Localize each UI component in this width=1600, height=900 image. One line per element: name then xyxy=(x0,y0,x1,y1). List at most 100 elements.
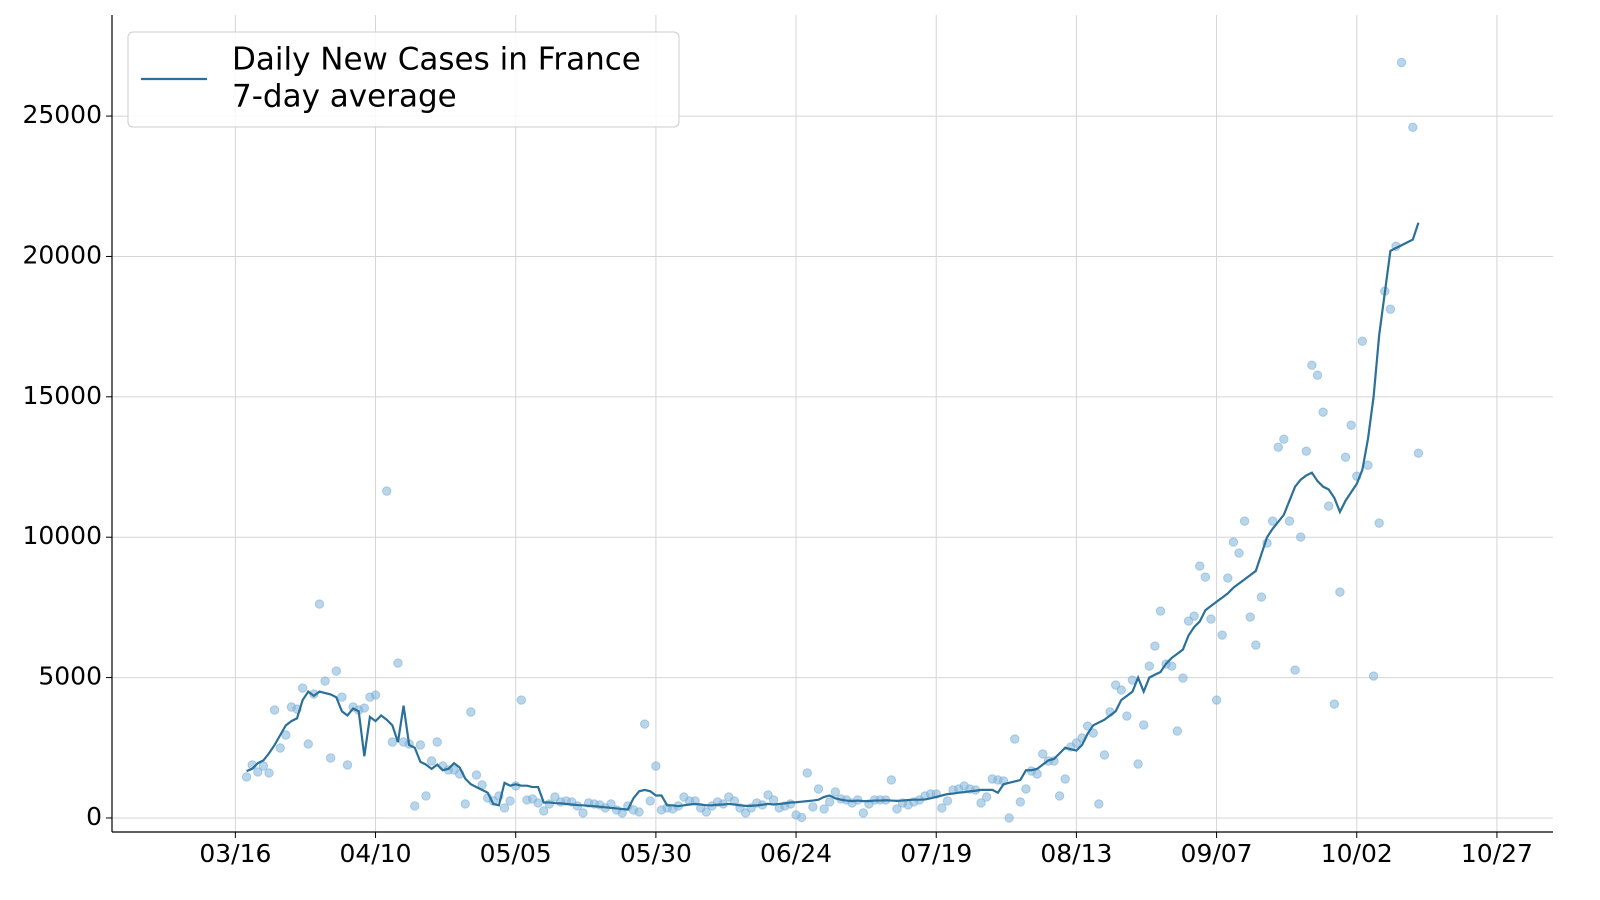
data-point xyxy=(813,784,824,794)
data-point xyxy=(314,599,325,609)
data-point xyxy=(1267,516,1278,526)
legend-label-line: 7-day average xyxy=(232,78,457,114)
x-tick-label: 10/27 xyxy=(1461,839,1533,868)
data-point xyxy=(1217,630,1227,640)
data-point xyxy=(1094,799,1104,809)
data-point xyxy=(1340,452,1351,462)
data-point xyxy=(1004,813,1014,823)
data-point xyxy=(499,803,510,813)
data-point xyxy=(533,798,543,808)
data-point xyxy=(1054,791,1065,801)
data-point xyxy=(241,772,252,782)
data-point xyxy=(359,703,370,713)
data-point xyxy=(808,802,818,812)
data-point xyxy=(639,719,650,729)
data-point xyxy=(415,740,426,750)
axis-labels: 0 5000 10000 15000 20000 25000 03/16 04/10 05/05… xyxy=(22,100,1532,868)
data-point xyxy=(505,796,515,806)
data-point xyxy=(1357,336,1368,346)
data-point xyxy=(1060,774,1070,784)
data-point xyxy=(1363,460,1373,470)
data-point xyxy=(1021,784,1031,794)
data-point xyxy=(1189,611,1199,621)
data-point xyxy=(281,730,291,740)
y-tick-label: 25000 xyxy=(22,100,102,129)
data-point xyxy=(387,737,398,747)
data-point xyxy=(1368,671,1379,681)
data-point xyxy=(1385,304,1396,314)
data-point xyxy=(269,705,280,715)
data-point xyxy=(1256,592,1267,602)
data-point xyxy=(651,761,661,771)
data-point xyxy=(796,812,807,823)
data-point xyxy=(634,807,644,817)
data-point xyxy=(1038,749,1048,759)
y-tick-label: 10000 xyxy=(22,521,102,550)
data-point xyxy=(1099,750,1110,760)
data-point xyxy=(1273,442,1283,452)
data-point xyxy=(331,666,341,676)
data-point xyxy=(342,760,353,770)
data-point xyxy=(421,791,431,801)
data-point xyxy=(1167,661,1177,671)
y-tick-label: 5000 xyxy=(38,662,102,691)
data-point xyxy=(858,808,869,818)
legend-label: Daily New Cases in France 7-day average xyxy=(232,41,641,114)
data-point xyxy=(382,486,392,496)
data-point xyxy=(1133,759,1143,769)
data-point xyxy=(466,707,476,717)
data-point xyxy=(942,796,953,806)
data-point xyxy=(1144,661,1154,671)
data-point xyxy=(1178,673,1188,683)
data-point xyxy=(1172,726,1183,736)
plot-area xyxy=(241,57,1424,823)
data-point xyxy=(1010,734,1020,744)
data-point xyxy=(1329,699,1340,709)
data-point xyxy=(645,796,655,806)
data-point xyxy=(1138,720,1149,730)
x-tick-label: 07/19 xyxy=(900,839,972,868)
data-point xyxy=(1307,360,1317,370)
data-point xyxy=(1324,501,1334,511)
data-point xyxy=(1301,446,1311,456)
x-tick-label: 10/02 xyxy=(1321,839,1393,868)
legend: Daily New Cases in France 7-day average xyxy=(127,31,680,128)
data-point xyxy=(1200,572,1211,582)
data-point xyxy=(303,739,313,749)
data-point xyxy=(1228,537,1239,547)
line-series xyxy=(246,222,1420,811)
data-point xyxy=(544,799,555,809)
y-tick-label: 15000 xyxy=(22,381,102,410)
x-tick-label: 08/13 xyxy=(1040,839,1112,868)
x-tick-label: 04/10 xyxy=(340,839,412,868)
data-point xyxy=(1116,685,1126,695)
data-point xyxy=(1346,420,1356,430)
data-point xyxy=(1295,532,1306,542)
y-tick-label: 0 xyxy=(86,802,102,831)
data-point xyxy=(1239,516,1250,526)
data-point xyxy=(1279,434,1289,444)
data-point xyxy=(701,807,712,817)
data-point xyxy=(264,768,274,778)
x-tick-label: 05/05 xyxy=(480,839,552,868)
data-point xyxy=(802,768,812,778)
data-point xyxy=(830,787,841,797)
grid xyxy=(112,15,1553,832)
data-point xyxy=(1155,606,1166,616)
data-point xyxy=(253,767,263,777)
data-point xyxy=(1223,573,1233,583)
data-point xyxy=(768,795,779,805)
data-point xyxy=(1195,561,1205,571)
data-point xyxy=(426,756,437,766)
data-point xyxy=(370,690,381,700)
data-point xyxy=(460,799,470,809)
data-point xyxy=(1413,448,1424,458)
data-point xyxy=(1150,641,1160,651)
legend-box xyxy=(127,31,680,128)
data-point xyxy=(1290,665,1300,675)
x-tick-label: 03/16 xyxy=(199,839,271,868)
data-point xyxy=(937,803,947,813)
data-point xyxy=(1408,122,1418,133)
data-point xyxy=(275,743,285,753)
